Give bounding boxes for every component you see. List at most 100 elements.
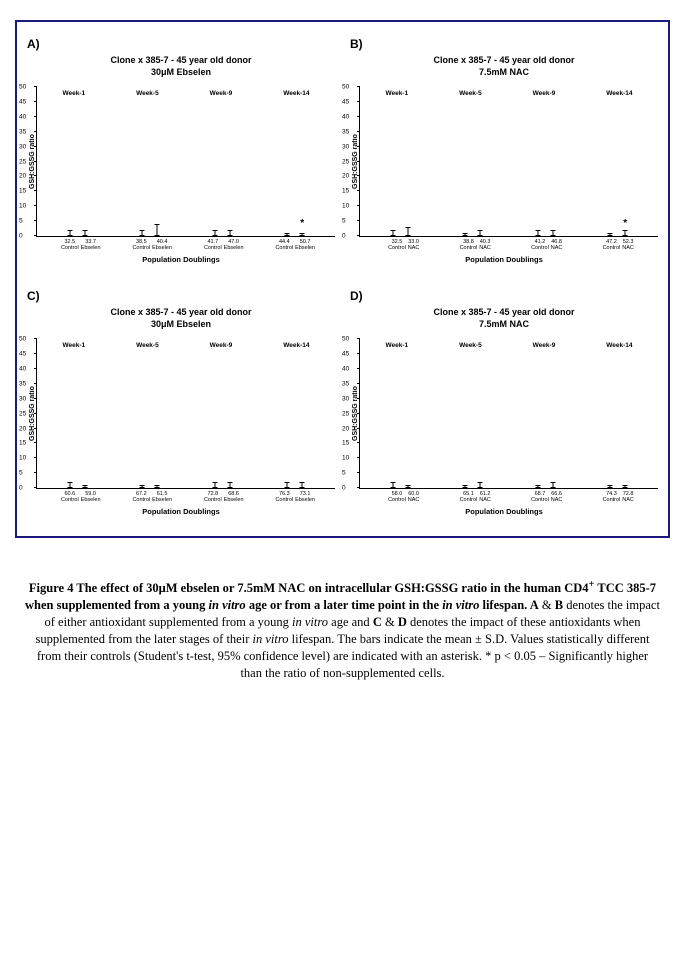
- panel-letter: D): [350, 289, 658, 303]
- panel-title: Clone x 385-7 - 45 year old donor: [350, 55, 658, 65]
- y-tick: 50: [19, 84, 26, 91]
- plot-area: 05101520253035404550Week-1Week-5Week-9We…: [36, 339, 335, 489]
- x-labels: 32.5Control33.0NAC38.8Control40.3NAC41.2…: [350, 237, 658, 251]
- panel-C: C)Clone x 385-7 - 45 year old donor30μM …: [27, 289, 335, 516]
- x-tick-label: 76.3Control: [275, 491, 293, 503]
- caption-text: D: [398, 615, 407, 629]
- panel-subtitle: 30μM Ebselen: [27, 319, 335, 329]
- caption-text: B: [555, 598, 563, 612]
- x-tick-label: 33.7Ebselen: [81, 239, 101, 251]
- y-tick: 5: [342, 470, 346, 477]
- x-tick-label: 46.8NAC: [551, 239, 563, 251]
- x-tick-label: 32.5Control: [61, 239, 79, 251]
- y-tick: 0: [19, 233, 23, 240]
- y-tick: 0: [342, 485, 346, 492]
- y-tick: 40: [19, 113, 26, 120]
- x-tick-label: 32.5Control: [388, 239, 406, 251]
- bars-row: [37, 339, 335, 488]
- y-tick: 0: [19, 485, 23, 492]
- caption-text: age and: [328, 615, 373, 629]
- x-tick-label: 47.0Ebselen: [224, 239, 244, 251]
- chart-area: GSH:GSSG ratio05101520253035404550Week-1…: [350, 339, 658, 489]
- caption-text: A: [530, 598, 539, 612]
- y-tick: 15: [19, 440, 26, 447]
- significance-star: *: [300, 218, 304, 229]
- y-tick: 45: [19, 98, 26, 105]
- x-tick-label: 67.2Control: [132, 491, 150, 503]
- panel-subtitle: 7.5mM NAC: [350, 67, 658, 77]
- y-tick: 25: [19, 410, 26, 417]
- x-axis-label: Population Doublings: [27, 507, 335, 516]
- y-tick: 20: [19, 173, 26, 180]
- y-tick: 5: [19, 218, 23, 225]
- panel-letter: C): [27, 289, 335, 303]
- x-tick-label: 50.7Ebselen: [295, 239, 315, 251]
- x-axis-label: Population Doublings: [350, 507, 658, 516]
- y-tick: 10: [19, 203, 26, 210]
- x-tick-label: 65.1Control: [460, 491, 478, 503]
- figure-frame: A)Clone x 385-7 - 45 year old donor30μM …: [15, 20, 670, 538]
- y-tick: 30: [19, 143, 26, 150]
- y-tick: 15: [342, 440, 349, 447]
- y-axis-label: GSH:GSSG ratio: [27, 87, 36, 237]
- y-tick: 25: [342, 410, 349, 417]
- x-tick-label: 72.8Control: [204, 491, 222, 503]
- x-tick-label: 47.2Control: [603, 239, 621, 251]
- x-tick-label: 38.8Control: [460, 239, 478, 251]
- x-tick-label: 41.7Control: [204, 239, 222, 251]
- y-tick: 25: [342, 158, 349, 165]
- panel-title: Clone x 385-7 - 45 year old donor: [350, 307, 658, 317]
- y-tick: 5: [19, 470, 23, 477]
- bars-row: *: [37, 87, 335, 236]
- x-tick-label: 40.3NAC: [479, 239, 491, 251]
- plot-area: 05101520253035404550Week-1Week-5Week-9We…: [359, 87, 658, 237]
- x-tick-label: 66.6NAC: [551, 491, 563, 503]
- chart-area: GSH:GSSG ratio05101520253035404550Week-1…: [350, 87, 658, 237]
- y-tick: 20: [342, 173, 349, 180]
- chart-area: GSH:GSSG ratio05101520253035404550Week-1…: [27, 339, 335, 489]
- x-axis-label: Population Doublings: [350, 255, 658, 264]
- x-tick-label: 68.7Control: [531, 491, 549, 503]
- y-tick: 20: [19, 425, 26, 432]
- figure-caption: Figure 4 The effect of 30μM ebselen or 7…: [25, 578, 660, 681]
- bars-row: [360, 339, 658, 488]
- y-tick: 10: [19, 455, 26, 462]
- y-tick: 35: [19, 380, 26, 387]
- caption-text: &: [539, 598, 555, 612]
- panel-title: Clone x 385-7 - 45 year old donor: [27, 55, 335, 65]
- y-axis-label: GSH:GSSG ratio: [350, 87, 359, 237]
- y-tick: 40: [342, 113, 349, 120]
- x-tick-label: 33.0NAC: [408, 239, 420, 251]
- x-tick-label: 38.5Control: [132, 239, 150, 251]
- x-tick-label: 60.6Control: [61, 491, 79, 503]
- x-tick-label: 74.3Control: [603, 491, 621, 503]
- caption-sup: +: [589, 579, 595, 590]
- panel-B: B)Clone x 385-7 - 45 year old donor7.5mM…: [350, 37, 658, 264]
- caption-text: &: [382, 615, 398, 629]
- x-tick-label: 61.5Ebselen: [152, 491, 172, 503]
- x-tick-label: 72.8NAC: [622, 491, 634, 503]
- x-tick-label: 44.4Control: [275, 239, 293, 251]
- x-labels: 58.0Control60.0NAC65.1Control61.2NAC68.7…: [350, 489, 658, 503]
- x-labels: 60.6Control59.0Ebselen67.2Control61.5Ebs…: [27, 489, 335, 503]
- x-tick-label: 73.1Ebselen: [295, 491, 315, 503]
- y-tick: 50: [342, 84, 349, 91]
- x-tick-label: 61.2NAC: [479, 491, 491, 503]
- y-tick: 0: [342, 233, 346, 240]
- caption-text: age or from a later time point in the: [246, 598, 443, 612]
- y-axis-label: GSH:GSSG ratio: [350, 339, 359, 489]
- caption-text: lifespan.: [479, 598, 527, 612]
- x-labels: 32.5Control33.7Ebselen38.5Control40.4Ebs…: [27, 237, 335, 251]
- x-tick-label: 60.0NAC: [408, 491, 420, 503]
- panel-subtitle: 30μM Ebselen: [27, 67, 335, 77]
- y-tick: 15: [342, 188, 349, 195]
- caption-ital: in vitro: [442, 598, 479, 612]
- y-tick: 15: [19, 188, 26, 195]
- y-tick: 50: [342, 336, 349, 343]
- plot-area: 05101520253035404550Week-1Week-5Week-9We…: [36, 87, 335, 237]
- bars-row: *: [360, 87, 658, 236]
- y-tick: 30: [342, 395, 349, 402]
- panel-subtitle: 7.5mM NAC: [350, 319, 658, 329]
- x-axis-label: Population Doublings: [27, 255, 335, 264]
- y-tick: 30: [19, 395, 26, 402]
